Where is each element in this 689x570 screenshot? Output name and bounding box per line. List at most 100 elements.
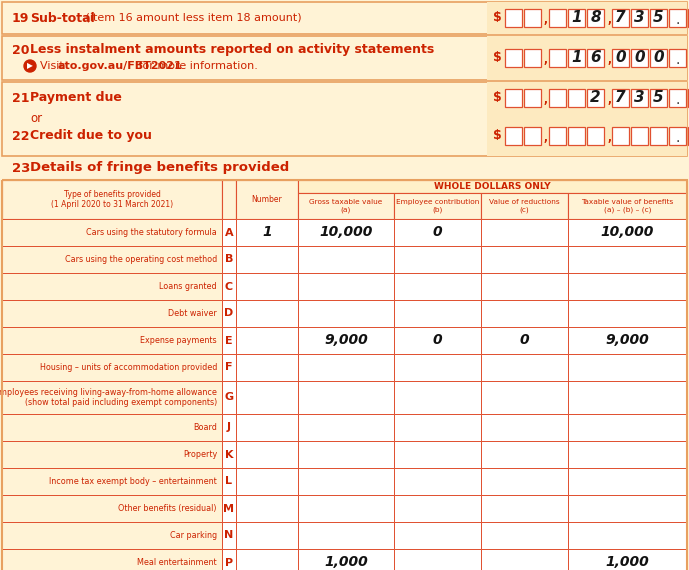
Bar	[568, 441, 687, 468]
Text: Car parking: Car parking	[170, 531, 217, 540]
Bar	[394, 354, 481, 381]
Text: ,: ,	[607, 15, 611, 25]
Bar	[236, 522, 298, 549]
Bar	[669, 127, 686, 145]
Bar	[236, 381, 298, 414]
Bar	[298, 246, 394, 273]
Bar	[612, 127, 629, 145]
Text: Sub-total: Sub-total	[30, 11, 95, 25]
Text: 5: 5	[653, 91, 664, 105]
Bar	[481, 381, 568, 414]
Text: 1,000: 1,000	[324, 556, 368, 569]
Bar	[222, 246, 236, 273]
Bar	[394, 300, 481, 327]
Bar	[298, 549, 394, 570]
Bar	[2, 180, 687, 570]
Bar	[487, 2, 687, 34]
Bar	[524, 127, 541, 145]
Bar	[2, 522, 222, 549]
Text: 6: 6	[590, 51, 601, 66]
Bar	[394, 414, 481, 441]
Bar	[568, 327, 687, 354]
Text: ▶: ▶	[27, 62, 33, 71]
Text: Loans granted: Loans granted	[159, 282, 217, 291]
Bar	[481, 354, 568, 381]
Text: M: M	[223, 503, 234, 514]
Bar	[394, 219, 481, 246]
Bar	[549, 89, 566, 107]
Bar	[298, 441, 394, 468]
Text: Payment due: Payment due	[30, 92, 122, 104]
Bar	[549, 9, 566, 27]
Bar	[568, 354, 687, 381]
Bar	[587, 89, 604, 107]
Bar	[481, 441, 568, 468]
Bar	[2, 246, 222, 273]
Bar	[2, 300, 222, 327]
Text: G: G	[225, 393, 234, 402]
Bar	[2, 36, 687, 80]
Text: P: P	[225, 557, 233, 568]
Bar	[222, 300, 236, 327]
Bar	[298, 327, 394, 354]
Bar	[587, 9, 604, 27]
Text: Cars using the statutory formula: Cars using the statutory formula	[86, 228, 217, 237]
Bar	[505, 89, 522, 107]
Bar	[394, 495, 481, 522]
Bar	[524, 89, 541, 107]
Bar	[2, 273, 222, 300]
Bar	[481, 549, 568, 570]
Text: Taxable value of benefits
(a) – (b) – (c): Taxable value of benefits (a) – (b) – (c…	[582, 200, 674, 213]
Bar	[587, 49, 604, 67]
Bar	[222, 273, 236, 300]
Text: 10,000: 10,000	[319, 226, 373, 239]
Bar	[236, 414, 298, 441]
Bar	[236, 441, 298, 468]
Text: Expense payments: Expense payments	[141, 336, 217, 345]
Text: 1: 1	[571, 51, 582, 66]
Text: ,: ,	[607, 133, 611, 143]
Text: 0: 0	[520, 333, 529, 348]
Bar	[2, 82, 687, 156]
Bar	[612, 89, 629, 107]
Text: E: E	[225, 336, 233, 345]
Text: 22: 22	[12, 129, 30, 142]
Text: .: .	[675, 53, 679, 67]
Text: 0: 0	[615, 51, 626, 66]
Text: .: .	[675, 93, 679, 107]
Bar	[669, 49, 686, 67]
Bar	[481, 273, 568, 300]
Bar	[236, 354, 298, 381]
Text: $: $	[493, 11, 502, 25]
Bar	[650, 89, 667, 107]
Bar	[481, 522, 568, 549]
Text: C: C	[225, 282, 233, 291]
Bar	[568, 522, 687, 549]
Bar	[587, 127, 604, 145]
Bar	[568, 49, 585, 67]
Text: $: $	[493, 129, 502, 142]
Bar	[236, 273, 298, 300]
Bar	[394, 193, 481, 219]
Text: Property: Property	[183, 450, 217, 459]
Bar	[222, 219, 236, 246]
Text: A: A	[225, 227, 234, 238]
Bar	[631, 9, 648, 27]
Text: 3: 3	[634, 10, 645, 26]
Bar	[298, 180, 687, 193]
Text: 1: 1	[263, 226, 272, 239]
Text: 10,000: 10,000	[601, 226, 654, 239]
Text: 8: 8	[590, 10, 601, 26]
Text: Housing – units of accommodation provided: Housing – units of accommodation provide…	[40, 363, 217, 372]
Bar	[394, 327, 481, 354]
Bar	[481, 327, 568, 354]
Bar	[394, 273, 481, 300]
Bar	[568, 468, 687, 495]
Text: N: N	[225, 531, 234, 540]
Bar	[222, 495, 236, 522]
Text: ato.gov.au/FBT2021: ato.gov.au/FBT2021	[57, 61, 182, 71]
Bar	[568, 273, 687, 300]
Text: Value of reductions
(c): Value of reductions (c)	[489, 200, 559, 213]
Bar	[487, 82, 687, 156]
Bar	[568, 219, 687, 246]
